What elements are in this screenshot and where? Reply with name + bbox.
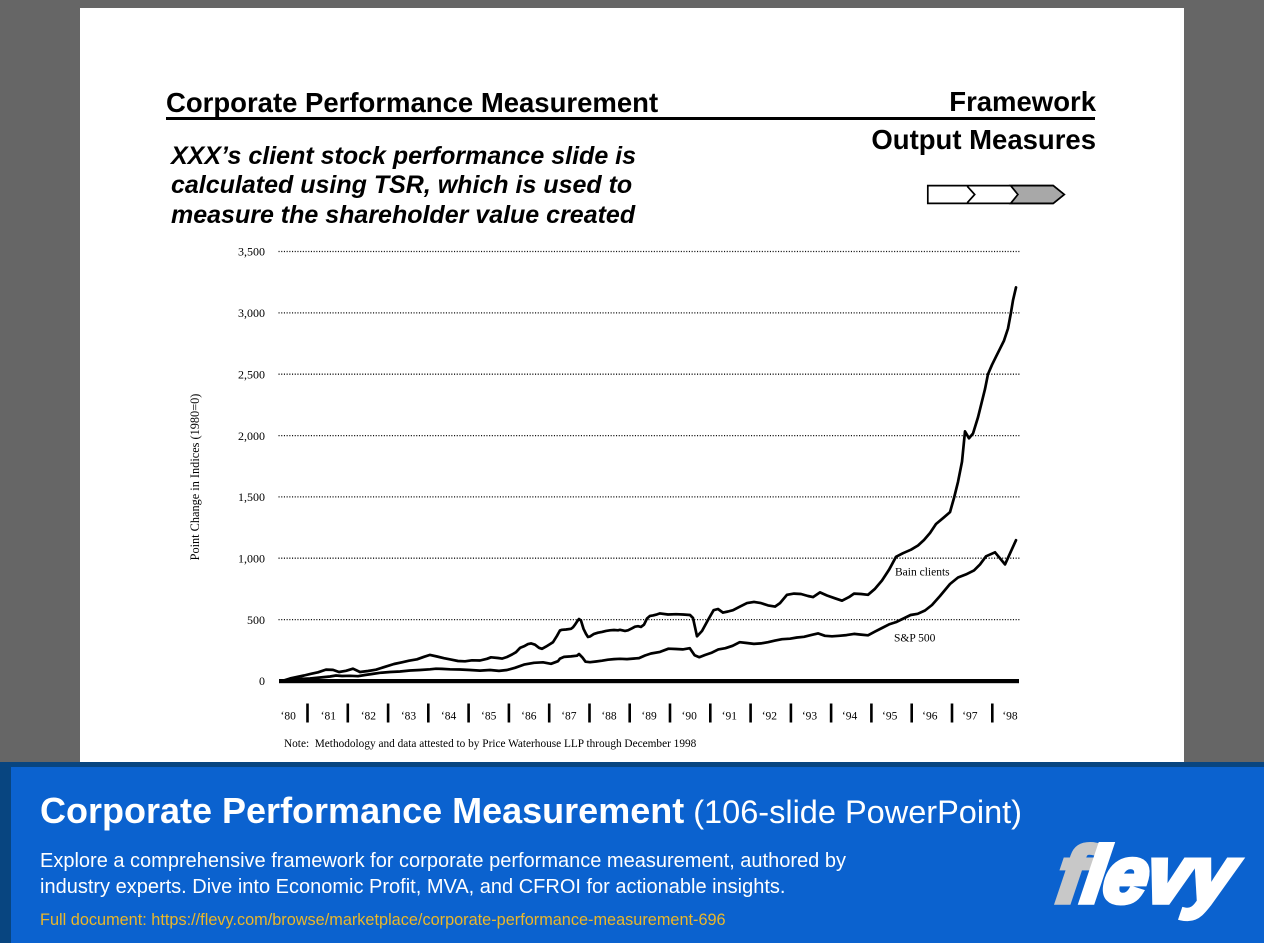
svg-text:3,500: 3,500 xyxy=(238,245,265,259)
svg-text:0: 0 xyxy=(259,674,265,688)
svg-text:‘95: ‘95 xyxy=(882,711,898,723)
svg-text:‘93: ‘93 xyxy=(802,711,818,723)
svg-text:‘91: ‘91 xyxy=(722,711,738,723)
svg-text:‘98: ‘98 xyxy=(1002,711,1018,723)
svg-text:Bain clients: Bain clients xyxy=(895,567,950,579)
svg-text:500: 500 xyxy=(247,613,265,627)
svg-text:S&P 500: S&P 500 xyxy=(894,633,936,645)
svg-text:‘87: ‘87 xyxy=(561,711,577,723)
svg-text:‘97: ‘97 xyxy=(962,711,978,723)
svg-text:‘80: ‘80 xyxy=(281,711,297,723)
svg-text:1,000: 1,000 xyxy=(238,552,265,566)
svg-text:‘92: ‘92 xyxy=(762,711,778,723)
svg-text:Point Change in Indices (1980=: Point Change in Indices (1980=0) xyxy=(188,394,202,561)
svg-text:2,500: 2,500 xyxy=(238,367,265,381)
svg-text:‘85: ‘85 xyxy=(481,711,497,723)
svg-text:‘90: ‘90 xyxy=(682,711,698,723)
svg-text:‘84: ‘84 xyxy=(441,711,457,723)
svg-text:3,000: 3,000 xyxy=(238,306,265,320)
svg-text:‘86: ‘86 xyxy=(521,711,537,723)
svg-text:2,000: 2,000 xyxy=(238,429,265,443)
svg-text:‘81: ‘81 xyxy=(321,711,337,723)
svg-text:‘89: ‘89 xyxy=(641,711,657,723)
svg-text:Note: Methodology and data at: Note: Methodology and data attested to b… xyxy=(284,738,697,750)
svg-text:‘96: ‘96 xyxy=(922,711,938,723)
svg-text:‘83: ‘83 xyxy=(401,711,417,723)
svg-text:‘82: ‘82 xyxy=(361,711,377,723)
svg-text:1,500: 1,500 xyxy=(238,490,265,504)
svg-text:‘94: ‘94 xyxy=(842,711,858,723)
svg-text:‘88: ‘88 xyxy=(601,711,617,723)
